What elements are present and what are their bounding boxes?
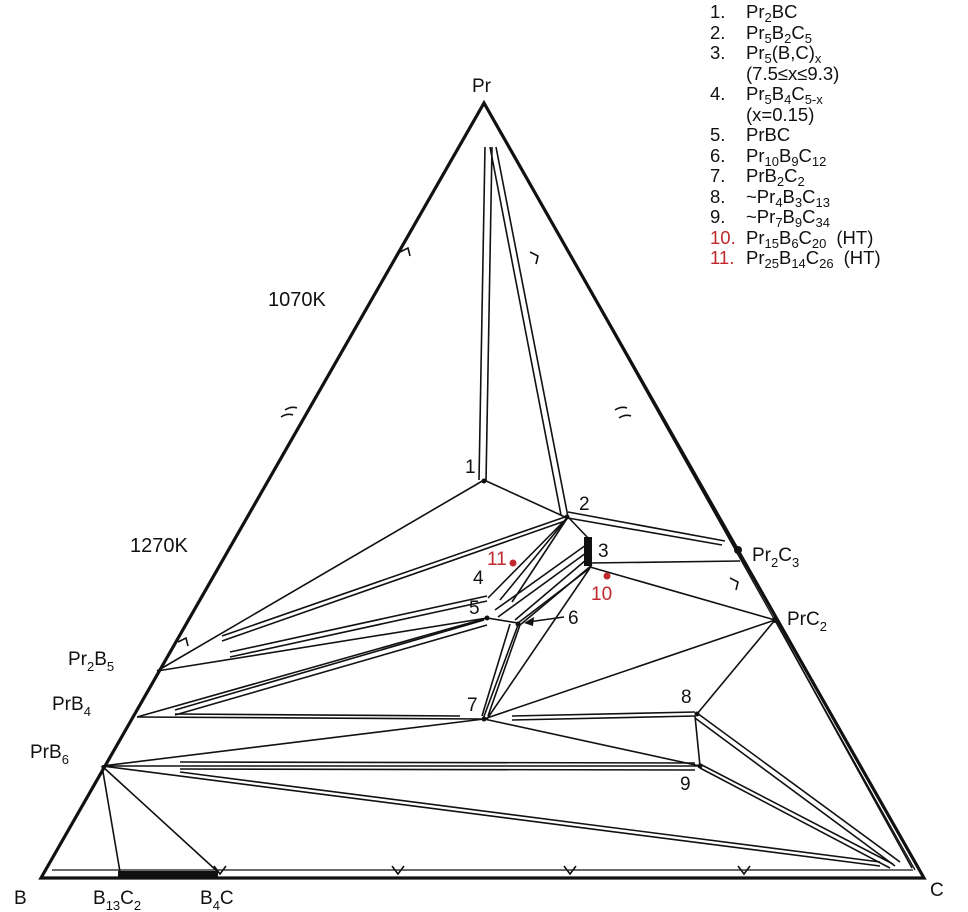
b13c2-b4c-bar [118,871,218,877]
point-6 [515,621,521,627]
label-prb6: PrB6 [30,742,69,767]
legend-item-formula: ~Pr7B9C34 [746,206,830,230]
vertex-b-label: B [14,888,27,909]
label-prb4: PrB4 [52,694,91,719]
phase-points [481,478,778,769]
legend-item-number: 2. [710,21,726,43]
point-11 [509,559,517,567]
legend-item: 10. Pr15B6C20 (HT) [710,226,965,251]
legend-item-formula: Pr10B9C12 [746,144,827,169]
point-label-1: 1 [465,457,476,478]
label-prc2: PrC2 [787,609,827,634]
legend-item-number: 10. [710,226,736,248]
legend-item-number: 8. [710,185,726,207]
outer-triangle [38,99,927,880]
legend-item-number: 9. [710,206,726,227]
legend-item-note: (x=0.15) [746,103,815,125]
point-10 [603,572,611,580]
point-2 [564,514,570,520]
point-label-6: 6 [568,608,579,629]
legend-item-formula: ~Pr4B3C13 [746,185,830,210]
point-8 [694,711,700,717]
legend-item-ht: (HT) [836,226,874,248]
legend-item-number: 5. [710,124,726,145]
point-label-4: 4 [473,568,484,589]
legend-item: 2. Pr5B2C5 [710,21,965,46]
point-prc2 [772,617,778,623]
legend-item: 7. PrB2C2 [710,165,965,189]
legend-item-formula: Pr5(B,C)x [746,42,822,66]
point-label-10: 10 [591,584,612,605]
legend-item-formula: Pr2BC [746,1,798,25]
legend-item-number: 3. [710,42,726,63]
legend-item: 9. ~Pr7B9C34 [710,206,965,230]
legend-item: 4. Pr5B4C5-x [710,83,965,107]
label-pr2c3: Pr2C3 [752,545,799,570]
point-7 [481,716,487,722]
legend-item-note: (7.5≤x≤9.3) [746,62,840,84]
legend-item: 6. Pr10B9C12 [710,144,965,169]
legend-item: 11. Pr25B14C26 (HT) [710,247,965,271]
vertex-pr-label: Pr [472,76,492,97]
point-1 [481,478,487,484]
legend-item-formula: Pr5B4C5-x [746,83,823,107]
point-pr2c3 [734,546,742,554]
legend-item-formula: Pr15B6C20 [746,226,827,251]
point-label-9: 9 [680,774,691,795]
legend-item-number: 1. [710,1,726,22]
legend-item-number: 7. [710,165,726,186]
phase-3-region [584,537,592,566]
point-label-5: 5 [469,598,480,619]
legend-item: 3. Pr5(B,C)x [710,42,965,66]
point-label-2: 2 [579,494,590,515]
legend-item: 1. Pr2BC [710,1,965,25]
point-label-8: 8 [681,687,692,708]
legend-item-formula: Pr5B2C5 [746,21,812,46]
label-pr2b5: Pr2B5 [68,649,114,674]
legend-item-formula: PrBC [746,124,791,145]
legend-item-formula: PrB2C2 [746,165,805,189]
tie-lines [101,146,913,873]
point-label-3: 3 [598,541,609,562]
label-b4c: B4C [200,888,234,912]
point-9 [697,763,703,769]
point-label-7: 7 [467,695,478,716]
legend-item: 5. PrBC [710,124,965,146]
temperature-1070k: 1070K [268,289,326,311]
point-label-11: 11 [487,549,507,570]
vertex-c-label: C [930,880,944,901]
legend-item-number: 11. [710,247,735,268]
edge-arrow-ticks [177,246,751,876]
arrow-6 [524,616,565,626]
legend-item: 8. ~Pr4B3C13 [710,185,965,210]
legend: 1. Pr2BC 2. Pr5B2C5 3. Pr5(B,C)x (7.5≤x≤9.3) 4.… [710,1,965,271]
legend-item-ht: (HT) [843,247,881,268]
edge-break-marks [280,406,632,419]
legend-item-number: 6. [710,144,726,166]
temperature-1270k: 1270K [130,535,188,557]
point-5 [484,615,490,621]
label-b13c2: B13C2 [93,888,141,912]
legend-item-number: 4. [710,83,726,104]
legend-item-formula: Pr25B14C26 [746,247,834,271]
